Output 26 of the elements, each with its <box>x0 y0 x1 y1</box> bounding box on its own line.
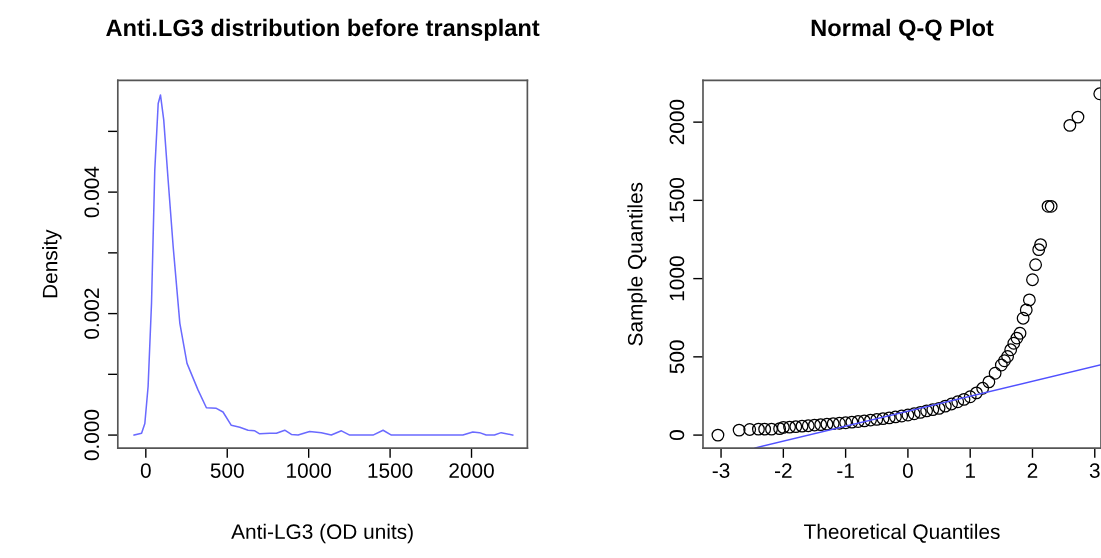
x-tick-label: 2000 <box>449 463 494 478</box>
y-tick-label: 1000 <box>669 256 685 301</box>
y-tick-label: 1500 <box>669 178 685 222</box>
y-tick-label: 0.004 <box>84 166 100 218</box>
x-tick-label: -3 <box>712 463 730 478</box>
x-tick-label: 0 <box>902 463 913 478</box>
x-tick-label: -1 <box>837 463 854 478</box>
y-tick-label: 0 <box>669 430 685 441</box>
y-tick-label: 0.000 <box>84 409 100 461</box>
x-axis-title: Anti-LG3 (OD units) <box>231 523 413 544</box>
x-tick-label: 1500 <box>368 463 413 478</box>
y-axis-title: Density <box>42 229 62 298</box>
chart-title: Anti.LG3 distribution before transplant <box>106 18 540 41</box>
y-tick-label: 0.002 <box>84 288 100 339</box>
x-tick-label: 3 <box>1089 463 1100 478</box>
x-tick-label: 2 <box>1027 463 1038 478</box>
x-tick-label: 1000 <box>287 463 332 478</box>
x-tick-label: 500 <box>210 463 244 478</box>
y-tick-label: 2000 <box>669 99 685 145</box>
x-tick-label: 1 <box>965 463 975 478</box>
y-axis-title: Sample Quantiles <box>627 182 647 346</box>
x-tick-label: -2 <box>775 463 792 478</box>
y-tick-label: 500 <box>669 340 685 374</box>
x-tick-label: 0 <box>140 463 151 478</box>
chart-title: Normal Q-Q Plot <box>811 18 994 41</box>
x-axis-title: Theoretical Quantiles <box>804 523 1000 543</box>
